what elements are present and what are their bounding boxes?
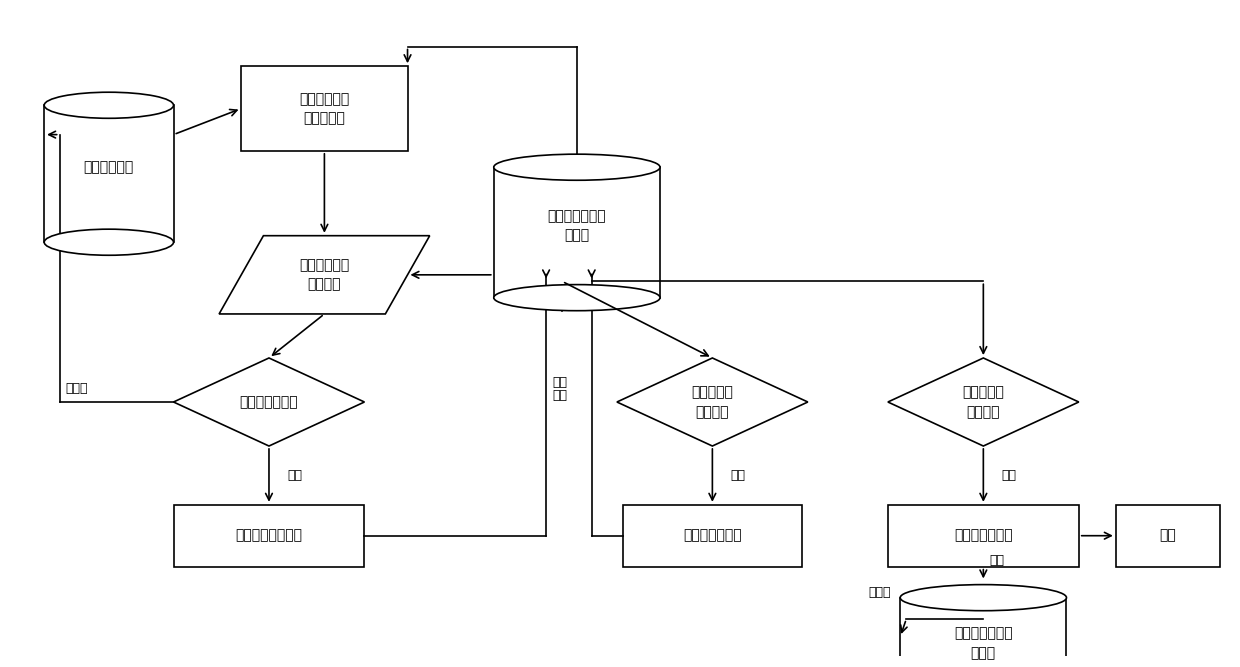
Bar xyxy=(174,505,365,567)
Text: 存储: 存储 xyxy=(990,554,1004,568)
Text: 产生添加的神经元: 产生添加的神经元 xyxy=(236,529,303,543)
Text: 结束: 结束 xyxy=(1159,529,1177,543)
Text: 相似神经元
合并规则: 相似神经元 合并规则 xyxy=(962,386,1004,419)
Text: 满足: 满足 xyxy=(730,469,745,482)
Polygon shape xyxy=(174,358,365,446)
Text: 神经元的个数、
权向量: 神经元的个数、 权向量 xyxy=(954,626,1013,660)
Bar xyxy=(1116,505,1220,567)
Text: 偏离神经元
调节规则: 偏离神经元 调节规则 xyxy=(692,386,733,419)
Ellipse shape xyxy=(494,154,660,180)
Text: 调节后的神经元: 调节后的神经元 xyxy=(683,529,742,543)
Text: 存储: 存储 xyxy=(552,389,567,402)
Text: 属于神经元下
的数据集: 属于神经元下 的数据集 xyxy=(299,258,350,291)
Text: 不满足: 不满足 xyxy=(868,586,892,599)
Text: 不满足: 不满足 xyxy=(66,382,88,396)
Bar xyxy=(242,66,408,151)
Polygon shape xyxy=(618,358,807,446)
Ellipse shape xyxy=(494,285,660,311)
Text: 更新: 更新 xyxy=(552,376,567,389)
Text: 合并后的神经元: 合并后的神经元 xyxy=(954,529,1013,543)
Text: 训练样本数据: 训练样本数据 xyxy=(84,160,134,174)
Polygon shape xyxy=(219,235,430,314)
Text: 神经元的个数、
权向量: 神经元的个数、 权向量 xyxy=(548,209,606,243)
Text: 满足: 满足 xyxy=(1002,469,1017,482)
Bar xyxy=(888,505,1079,567)
Bar xyxy=(622,505,802,567)
Ellipse shape xyxy=(900,584,1066,611)
Ellipse shape xyxy=(45,92,174,118)
Ellipse shape xyxy=(45,229,174,255)
Polygon shape xyxy=(888,358,1079,446)
Text: 标记数据属于
不同神经元: 标记数据属于 不同神经元 xyxy=(299,92,350,125)
Text: 满足: 满足 xyxy=(288,469,303,482)
Text: 添加神经元规则: 添加神经元规则 xyxy=(239,395,299,409)
